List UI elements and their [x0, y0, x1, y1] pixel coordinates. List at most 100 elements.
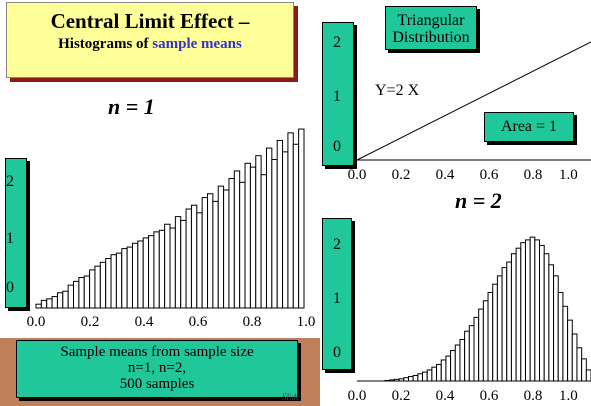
n1-hist-bar [169, 227, 176, 309]
n1-hist-bar [223, 189, 230, 309]
n2-label: n = 2 [455, 188, 502, 213]
n1-yaxis-strip [5, 158, 27, 308]
n2-hist-bar [384, 379, 391, 382]
n2-xtick: 1.0 [559, 388, 578, 404]
n1-hist-bar [121, 248, 128, 309]
title-sub-highlight: sample means [152, 36, 242, 52]
n1-hist-bar [115, 252, 123, 309]
n1-ytick-2: 2 [6, 173, 14, 190]
tri-density-line [356, 41, 591, 161]
n2-xtick: 0.4 [435, 388, 455, 404]
n2-hist-bar [464, 330, 470, 382]
title-sub: Histograms of sample means [7, 36, 293, 53]
tri-yaxis-strip [322, 22, 354, 166]
n2-xtick: 0.0 [347, 388, 367, 404]
n1-xtick: 1.0 [296, 314, 316, 330]
n1-hist-bar [249, 166, 257, 309]
tri-ytick-0: 0 [333, 138, 341, 155]
caption-line2: n=1, n=2, [127, 360, 187, 376]
n1-hist-bar [62, 290, 69, 309]
n2-hist-bar [510, 253, 517, 382]
n1-hist-bar [260, 174, 267, 309]
n2-hist-bar [529, 236, 536, 382]
slide-label: Slide [282, 392, 300, 402]
n2-hist-bar [450, 350, 456, 382]
n1-xtick: 0.0 [26, 314, 46, 330]
n1-hist-bar [174, 216, 182, 309]
n1-hist-bar [185, 208, 192, 309]
n2-hist-bar [520, 242, 526, 382]
n2-hist-bar [393, 378, 400, 382]
n1-hist-bar [276, 139, 284, 309]
n1-hist-bar [46, 298, 53, 309]
n1-hist-bar [99, 261, 107, 309]
equation-label: Y=2 X [375, 82, 420, 99]
n1-hist-bar [244, 162, 251, 309]
n1-hist-bar [110, 254, 117, 309]
n1-hist-bar [94, 265, 101, 309]
title-sub-prefix: Histograms of [58, 36, 153, 52]
n1-hist-bar [196, 212, 203, 309]
n2-ytick-1: 1 [333, 290, 341, 307]
title-main: Central Limit Effect – [50, 9, 250, 33]
n2-yaxis-strip [322, 218, 352, 370]
n2-hist-bar [482, 300, 489, 382]
n2-hist-bar [562, 305, 569, 382]
n1-xtick: 0.2 [80, 314, 100, 330]
n1-hist-bar [164, 223, 171, 309]
n2-xtick: 0.2 [391, 388, 411, 404]
n1-hist-bar [255, 155, 262, 309]
n2-hist-bar [492, 283, 498, 382]
n2-hist-bar [553, 275, 559, 382]
n2-hist-bar [478, 308, 484, 382]
n2-ytick-2: 2 [333, 236, 341, 253]
n2-hist-bar [515, 247, 522, 382]
n2-hist-bar [496, 275, 503, 382]
n2-hist-bar [436, 363, 442, 382]
n1-hist-bar [201, 197, 209, 309]
n2-hist-bar [407, 376, 414, 382]
n2-hist-bar [539, 244, 545, 382]
n1-hist-bar [73, 280, 80, 309]
n1-hist-bar [51, 296, 58, 309]
tri-xtick: 0.8 [523, 167, 543, 183]
n2-ytick-0: 0 [333, 344, 341, 361]
n1-hist-bar [35, 303, 42, 309]
n2-hist-bar [487, 291, 494, 382]
n2-hist-bar [417, 373, 424, 382]
caption-line3: 500 samples [119, 376, 195, 392]
n2-hist-bar [468, 325, 475, 382]
tri-ytick-2: 2 [333, 34, 341, 51]
n1-hist-bar [105, 258, 112, 309]
area-tag: Area = 1 [484, 112, 574, 142]
n1-hist-bar [298, 128, 305, 309]
triangular-tag: Triangular Distribution [385, 6, 477, 50]
n2-hist-bar [412, 374, 419, 382]
n1-hist-bar [265, 147, 273, 309]
n1-hist-bar [292, 143, 300, 309]
n1-hist-bar [207, 193, 214, 309]
n2-hist-bar [422, 371, 428, 382]
n2-hist-bar [585, 369, 591, 382]
n2-hist-bar [581, 358, 587, 382]
n2-hist-bar [445, 355, 452, 382]
n2-hist-bar [473, 316, 480, 382]
n2-hist-bar [389, 379, 395, 382]
tri-xtick: 0.2 [391, 167, 411, 183]
n2-hist-bar [459, 339, 466, 382]
tri-xtick: 0.0 [347, 167, 367, 183]
n1-label: n = 1 [108, 94, 155, 119]
n1-hist-bar [40, 299, 48, 309]
n2-hist-bar [557, 291, 564, 382]
n1-hist-bar [83, 275, 91, 309]
n2-hist-bar [571, 333, 578, 382]
n2-hist-bar [426, 369, 433, 382]
n2-hist-bar [543, 253, 550, 382]
tri-xtick: 1.0 [559, 167, 578, 183]
n2-hist-bar [524, 239, 531, 382]
n1-hist-bar [158, 229, 166, 309]
title-box: Central Limit Effect – Histograms of sam… [6, 2, 294, 78]
n2-hist-bar [431, 366, 438, 382]
caption-line1: Sample means from sample size [60, 344, 254, 360]
n1-ytick-0: 0 [6, 279, 14, 296]
